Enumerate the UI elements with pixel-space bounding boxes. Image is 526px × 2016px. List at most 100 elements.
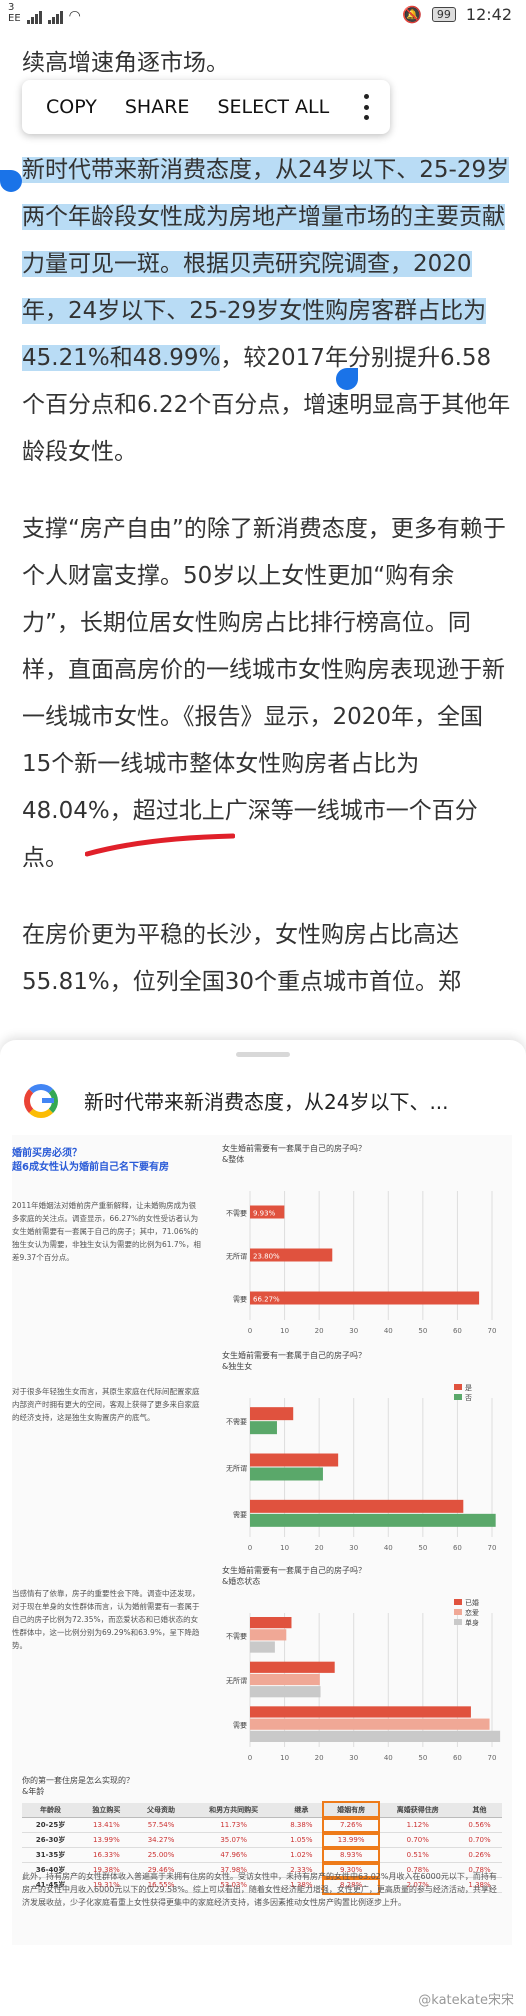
table-cell: 34.27% xyxy=(133,1832,189,1848)
selection-handle-start[interactable] xyxy=(0,170,22,192)
table-cell: 29.46% xyxy=(133,1862,189,1878)
x-tick-label: 40 xyxy=(384,1327,393,1335)
table-cell: 57.54% xyxy=(133,1817,189,1833)
table-cell: 0.26% xyxy=(457,1847,502,1863)
table-row: 26-30岁 13.99% 34.27% 35.07% 1.05% 13.99% 0.70%… xyxy=(22,1830,502,1850)
table-cell: 2.07% xyxy=(378,1877,458,1893)
x-tick-label: 30 xyxy=(349,1544,358,1552)
table-cell: 41-45岁 xyxy=(22,1877,80,1893)
chart-only-child: 女生婚前需要有一套属于自己的房子吗？ &独生女 0 10 20 30 40 50 60 70 不… xyxy=(222,1350,502,1560)
first-home-table: 你的第一套住房是怎么实现的？ &年龄 年龄段 独立购买 父母资助 和男方共同购买 继承婚… xyxy=(22,1775,502,1895)
table-header-cell: 年龄段 xyxy=(22,1803,80,1818)
table-cell: 26-30岁 xyxy=(22,1832,80,1848)
table-cell: 1.38% xyxy=(457,1877,502,1893)
x-tick-label: 70 xyxy=(488,1327,497,1335)
data-label: 9.93% xyxy=(253,1210,276,1218)
watermark: @katekate宋宋 xyxy=(418,1993,514,2008)
table-row: 41-45岁 19.31% 16.55% 53.03% 1.38% 8.28% 2.07% 1… xyxy=(22,1875,502,1895)
copy-button[interactable]: COPY xyxy=(46,96,97,118)
share-button[interactable]: SHARE xyxy=(124,96,190,118)
bar xyxy=(250,1499,464,1513)
bar xyxy=(250,1513,496,1527)
table-header-row: 年龄段 独立购买 父母资助 和男方共同购买 继承 婚姻有房 离婚获得住房 其他 xyxy=(22,1801,502,1820)
bar xyxy=(250,1706,471,1718)
article-body: 续高增速角逐市场。 新时代带来新消费态度，从24岁以下、25-29岁两个年龄段女… xyxy=(22,40,512,1036)
table-cell: 1.12% xyxy=(378,1817,458,1833)
selection-handle-end[interactable] xyxy=(336,368,358,390)
table-header-cell: 其他 xyxy=(457,1803,502,1818)
infographic-paragraph-3: 当感情有了依靠，房子的重要性会下降。调查中还发现，对于现在单身的女性群体而言，认… xyxy=(12,1589,200,1650)
table-header-cell: 继承 xyxy=(278,1803,324,1818)
x-tick-label: 0 xyxy=(248,1327,252,1335)
x-tick-label: 30 xyxy=(349,1327,358,1335)
article-paragraph-1[interactable]: 新时代带来新消费态度，从24岁以下、25-29岁两个年龄段女性成为房地产增量市场… xyxy=(22,147,512,476)
x-tick-label: 50 xyxy=(418,1327,427,1335)
legend-swatch xyxy=(454,1619,462,1625)
bar xyxy=(250,1248,333,1262)
x-tick-label: 60 xyxy=(453,1327,462,1335)
x-tick-label: 70 xyxy=(488,1544,497,1552)
table-row: 31-35岁 16.33% 25.00% 47.96% 1.02% 8.93% 0.51% 0… xyxy=(22,1845,502,1865)
table-row: 36-40岁 19.38% 29.46% 37.98% 2.33% 9.30% 0.78% 0… xyxy=(22,1860,502,1880)
x-tick-label: 10 xyxy=(280,1327,289,1335)
table-cell: 35.07% xyxy=(188,1832,279,1848)
table-cell: 1.38% xyxy=(278,1877,324,1893)
bar xyxy=(250,1617,292,1629)
chart-overall-svg: 0 10 20 30 40 50 60 70 不需要 9.93% 无所谓 23.80% 需要 66.27% xyxy=(226,1191,497,1335)
table-header-cell: 和男方共同购买 xyxy=(188,1803,279,1818)
table-cell: 0.51% xyxy=(378,1847,458,1863)
select-all-button[interactable]: SELECT ALL xyxy=(217,96,330,118)
category-label: 不需要 xyxy=(226,1632,247,1640)
sheet-drag-handle[interactable] xyxy=(236,1052,290,1057)
status-bar: 3 EE ◠ 🔕 99 12:42 xyxy=(0,0,526,34)
status-left: 3 EE ◠ xyxy=(8,2,81,24)
legend-label: 否 xyxy=(465,1394,472,1402)
search-query[interactable]: 新时代带来新消费态度，从24岁以下、... xyxy=(84,1090,449,1114)
table-row: 20-25岁 13.41% 57.54% 11.73% 8.38% 7.26% 1.12% 0… xyxy=(22,1815,502,1835)
infographic-image[interactable]: 婚前买房必须？ 超6成女性认为婚前自己名下要有房 2011年婚姻法对婚前房产重新… xyxy=(12,1135,512,1945)
table-cell: 31-35岁 xyxy=(22,1847,80,1863)
table-cell: 0.78% xyxy=(457,1862,502,1878)
category-label: 无所谓 xyxy=(226,1252,247,1261)
table-cell: 0.70% xyxy=(378,1832,458,1848)
bar xyxy=(250,1453,339,1467)
table-header-cell: 离婚获得住房 xyxy=(378,1803,458,1818)
table-cell: 13.99% xyxy=(321,1830,381,1850)
x-tick-label: 40 xyxy=(384,1544,393,1552)
infographic-paragraph-2: 对于很多年轻独生女而言，其原生家庭在代际间配置家庭内部资产时拥有更大的空间，客观… xyxy=(12,1387,200,1422)
table-cell: 20-25岁 xyxy=(22,1817,80,1833)
bar xyxy=(250,1407,294,1421)
legend-label: 是 xyxy=(465,1384,472,1392)
bar xyxy=(250,1730,501,1742)
signal-icon xyxy=(26,10,42,24)
bar xyxy=(250,1205,285,1219)
wifi-icon: ◠ xyxy=(68,8,81,24)
x-tick-label: 20 xyxy=(315,1544,324,1552)
red-underline-mark xyxy=(85,833,235,857)
selected-text[interactable]: 新时代带来新消费态度，从24岁以下、25-29岁两个年龄段女性成为房地产增量市场… xyxy=(22,157,510,371)
article-line-top: 续高增速角逐市场。 xyxy=(22,50,229,76)
chart-relationship: 女生婚前需要有一套属于自己的房子吗？ &婚恋状态 0 10 20 30 40 50 60 70… xyxy=(222,1565,502,1765)
table-cell: 1.05% xyxy=(278,1832,324,1848)
table-cell: 2.33% xyxy=(278,1862,324,1878)
legend-swatch xyxy=(454,1609,462,1615)
bar xyxy=(250,1661,335,1673)
table-title: 你的第一套住房是怎么实现的？ &年龄 xyxy=(22,1776,134,1796)
bar xyxy=(250,1718,490,1730)
table-cell: 47.96% xyxy=(188,1847,279,1863)
x-tick-label: 10 xyxy=(280,1544,289,1552)
more-options-icon[interactable] xyxy=(364,94,370,120)
legend-label: 已婚 xyxy=(465,1598,479,1607)
x-tick-label: 0 xyxy=(248,1544,252,1552)
status-right: 🔕 99 12:42 xyxy=(402,5,512,24)
chart-title: 女生婚前需要有一套属于自己的房子吗？ &独生女 xyxy=(222,1351,366,1371)
x-tick-label: 50 xyxy=(418,1754,427,1762)
table-cell: 0.56% xyxy=(457,1817,502,1833)
clock: 12:42 xyxy=(465,5,512,24)
table-cell: 0.78% xyxy=(378,1862,458,1878)
infographic-paragraph-1: 2011年婚姻法对婚前房产重新解释，让未婚购房成为很多家庭的关注点。调查显示，6… xyxy=(12,1201,201,1262)
google-logo-icon xyxy=(24,1084,58,1118)
category-label: 无所谓 xyxy=(226,1676,247,1685)
battery-icon: 99 xyxy=(431,7,456,22)
